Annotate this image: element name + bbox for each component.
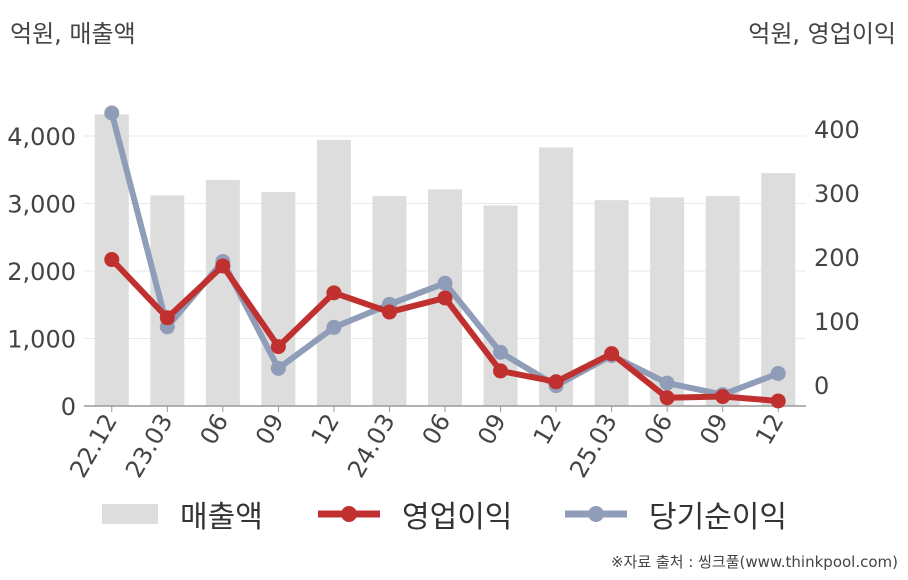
bar-revenue [316,140,351,407]
x-tick-label: 06 [417,409,457,449]
legend-item-operating-income: 영업이익 [318,492,512,536]
bar-revenue [705,196,740,406]
legend-label-net-income: 당기순이익 [649,500,787,535]
chart-legend: 매출액 영업이익 당기순이익 [0,492,908,536]
right-axis-unit-label: 억원, 영업이익 [748,20,896,48]
data-source-note: ※자료 출처 : 씽크풀(www.thinkpool.com) [610,553,898,571]
x-tick-label: 06 [639,409,679,449]
point-operating-income [659,390,675,406]
legend-swatch-revenue [102,504,158,524]
x-tick-label: 24.03 [342,409,401,483]
x-tick-label: 09 [250,409,290,449]
point-operating-income [381,304,397,320]
legend-label-revenue: 매출액 [180,500,263,535]
point-operating-income [215,258,231,274]
x-tick-label: 06 [195,409,235,449]
point-operating-income [770,393,786,409]
point-net-income [437,275,453,291]
bar-revenue [205,179,240,406]
point-net-income [659,375,675,391]
legend-item-revenue: 매출액 [102,492,263,536]
legend-item-net-income: 당기순이익 [565,492,787,536]
y-left-tick-label: 1,000 [7,326,76,354]
x-tick-label: 12 [306,409,346,449]
point-operating-income [270,339,286,355]
point-operating-income [159,310,175,326]
bar-revenue [594,200,629,406]
bar-revenue [150,195,185,406]
x-tick-label: 12 [528,409,568,449]
point-net-income [770,365,786,381]
y-left-tick-label: 4,000 [7,123,76,151]
y-left-tick-label: 3,000 [7,191,76,219]
y-left-tick-label: 0 [61,393,76,421]
y-left-tick-label: 2,000 [7,258,76,286]
y-right-tick-label: 400 [814,116,860,144]
bar-revenue [539,147,574,406]
bar-revenue [650,197,685,406]
point-operating-income [437,290,453,306]
point-operating-income [604,346,620,362]
point-net-income [270,360,286,376]
x-tick-label: 09 [694,409,734,449]
legend-swatch-operating-income [318,506,380,522]
x-tick-label: 09 [472,409,512,449]
point-operating-income [326,285,342,301]
point-net-income [326,319,342,335]
left-axis-unit-label: 억원, 매출액 [10,20,136,48]
point-operating-income [104,252,120,268]
point-operating-income [548,374,564,390]
point-net-income [104,105,120,121]
x-tick-label: 12 [750,409,790,449]
legend-swatch-net-income [565,506,627,522]
y-right-tick-label: 200 [814,244,860,272]
y-right-tick-label: 100 [814,308,860,336]
x-tick-label: 25.03 [564,409,623,483]
point-operating-income [493,363,509,379]
point-net-income [493,344,509,360]
point-operating-income [715,389,731,405]
legend-label-operating-income: 영업이익 [402,500,513,535]
y-right-tick-label: 0 [814,372,829,400]
y-right-tick-label: 300 [814,180,860,208]
x-tick-label: 23.03 [120,409,179,483]
combo-chart: 01,0002,0003,0004,000010020030040022.122… [7,105,860,483]
